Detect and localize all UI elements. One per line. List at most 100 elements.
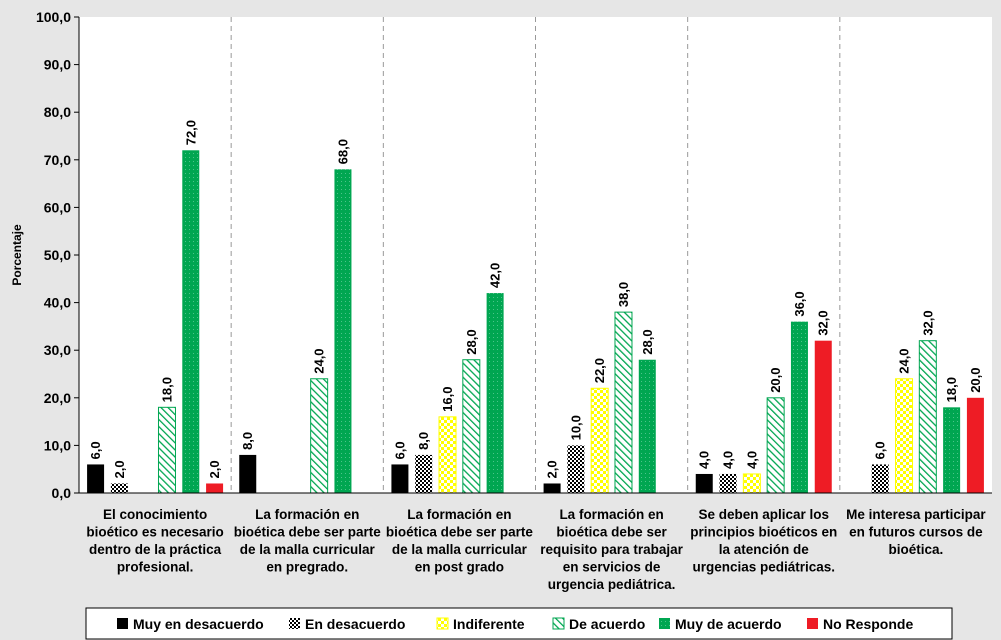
bar [239,454,257,493]
y-tick-label: 20,0 [44,390,71,406]
y-tick-label: 60,0 [44,199,71,215]
legend-swatch [436,617,449,630]
legend: Muy en desacuerdo En desacuerdo Indiferent… [85,607,953,640]
y-axis: 0,0 10,0 20,0 30,0 40,0 50,0 60,0 70,0 80,0 90,0 1… [10,9,80,501]
data-label: 24,0 [312,348,327,373]
bar [462,359,481,494]
data-label: 18,0 [159,377,174,402]
data-label: 16,0 [440,387,455,412]
category-labels: El conocimiento bioético es necesario dent… [86,507,986,592]
bar [614,311,633,494]
bar [87,464,105,493]
data-label: 20,0 [768,367,783,392]
bar [334,169,352,493]
data-label: 20,0 [968,367,983,392]
category-label-line: La formación en [255,507,359,522]
y-tick-label: 70,0 [44,152,71,168]
legend-swatch [117,618,128,629]
y-tick-label: 80,0 [44,104,71,120]
data-label: 32,0 [920,310,935,335]
legend-swatch [659,618,670,629]
category-label-line: bioética debe ser parte [386,525,534,540]
y-tick-label: 0,0 [52,485,72,501]
category-label-line: La formación en [559,507,663,522]
data-label: 8,0 [416,432,431,450]
data-label: 36,0 [792,291,807,316]
bar [695,473,713,493]
category-label-line: bioética debe ser parte [234,525,382,540]
bar [966,397,984,493]
category-label-line: dentro de la práctica [89,542,222,557]
bar [590,387,609,494]
bar [871,464,889,493]
category-label-line: bioética. [889,542,944,557]
legend-swatch [807,618,818,629]
data-label: 28,0 [640,329,655,354]
bar [567,445,585,493]
category-label-line: urgencias pediátricas. [692,560,835,575]
bar [391,464,409,493]
bar [110,483,128,493]
legend-label: De acuerdo [569,616,645,632]
legend-label: Muy de acuerdo [675,616,782,632]
data-label: 68,0 [335,139,350,164]
y-tick-label: 10,0 [44,437,71,453]
category-label-line: La formación en [407,507,511,522]
bar [719,473,737,493]
data-label: 22,0 [592,358,607,383]
bar [206,483,224,493]
legend-swatch [289,618,300,629]
category-label-line: en pregrado. [266,560,348,575]
data-label: 4,0 [744,451,759,469]
category-label-line: en servicios de [563,560,661,575]
data-label: 8,0 [240,432,255,450]
category-label-line: Se deben aplicar los [698,507,829,522]
bar [157,406,176,494]
category-label-line: Me interesa participar [846,507,986,522]
data-label: 6,0 [88,441,103,459]
data-label: 2,0 [207,460,222,478]
data-label: 28,0 [464,329,479,354]
bar [543,483,561,493]
category-label-line: en futuros cursos de [849,525,983,540]
data-label: 4,0 [697,451,712,469]
data-label: 38,0 [616,282,631,307]
category-label-line: en post grado [415,560,504,575]
category-label-line: bioético es necesario [86,525,223,540]
data-label: 10,0 [568,415,583,440]
y-tick-label: 50,0 [44,247,71,263]
legend-label: Muy en desacuerdo [133,616,264,632]
bar [182,150,200,493]
bar [742,473,761,494]
data-label: 6,0 [392,441,407,459]
bar [486,293,504,493]
category-label: Se deben aplicar los principios bioéticos… [690,507,837,575]
legend-swatch [552,617,565,630]
bar [895,378,914,494]
category-label-line: de la malla curricular [392,542,528,557]
category-label-line: requisito para trabajar [540,542,683,557]
category-label-line: principios bioéticos en [690,525,837,540]
y-tick-label: 100,0 [36,9,71,25]
bar [943,407,961,493]
data-label: 18,0 [944,377,959,402]
data-label: 32,0 [816,310,831,335]
data-label: 4,0 [721,451,736,469]
bar [438,416,457,494]
bars: 6,0 8,0 6,0 2,0 4,0 2,0 8,0 10,0 4,0 6,0 16,0 22,0 4… [79,120,992,494]
legend-label: En desacuerdo [305,616,405,632]
bar [415,454,433,493]
y-tick-label: 30,0 [44,342,71,358]
bar [638,359,656,493]
y-tick-label: 40,0 [44,295,71,311]
y-tick-label: 90,0 [44,57,71,73]
bar [790,321,808,493]
bar [766,397,785,494]
category-label: La formación en bioética debe ser parte de… [386,507,534,575]
data-label: 2,0 [112,460,127,478]
category-separators [230,17,841,493]
category-label-line: de la malla curricular [240,542,376,557]
category-label-line: El conocimiento [103,507,207,522]
